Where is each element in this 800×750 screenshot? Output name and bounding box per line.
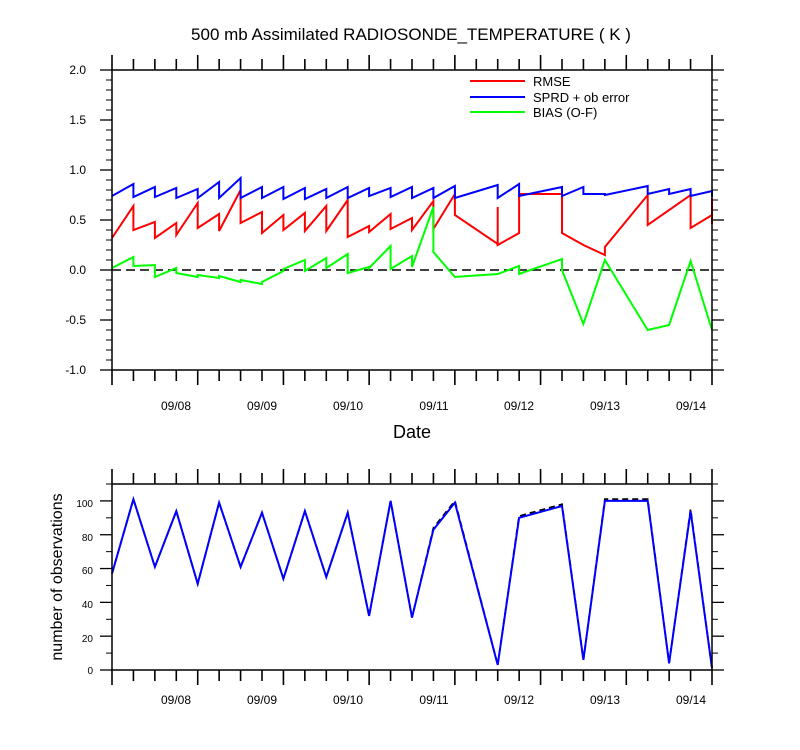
top-x-tick-label: 09/09 <box>247 399 277 413</box>
bottom-y-tick-label: 40 <box>82 600 94 611</box>
legend-label-rmse: RMSE <box>533 74 571 89</box>
top-x-tick-labels: 09/08 09/09 09/10 09/11 09/12 09/13 09/1… <box>161 399 706 413</box>
top-x-tick-label: 09/12 <box>504 399 534 413</box>
y-axis-label: number of observations <box>49 493 66 660</box>
top-y-tick-label: 0.0 <box>69 263 86 277</box>
legend-label-bias: BIAS (O-F) <box>533 105 597 120</box>
legend: RMSE SPRD + ob error BIAS (O-F) <box>470 74 630 120</box>
bottom-y-tick-label: 80 <box>82 533 94 544</box>
series-line-2 <box>111 206 713 332</box>
bottom-y-tick-label: 60 <box>82 566 94 577</box>
top-axis-ticks <box>100 55 724 385</box>
top-y-tick-label: 1.0 <box>69 163 86 177</box>
bottom-plot: 100 80 60 40 20 0 09/08 09/09 09/10 09/1… <box>49 469 724 707</box>
bottom-x-tick-label: 09/08 <box>161 693 191 707</box>
bottom-y-tick-label: 0 <box>87 666 93 677</box>
top-plot-frame <box>111 69 713 371</box>
top-x-tick-label: 09/11 <box>419 399 448 413</box>
top-y-tick-label: 1.5 <box>69 113 86 127</box>
top-series-group <box>111 175 713 332</box>
series-line-0 <box>111 496 713 669</box>
bottom-x-tick-label: 09/09 <box>247 693 277 707</box>
top-y-tick-label: 0.5 <box>69 213 86 227</box>
series-line-1 <box>111 495 713 669</box>
top-plot: 2.0 1.5 1.0 0.5 0.0 -0.5 -1.0 09/08 09/0… <box>65 55 724 442</box>
chart-title: 500 mb Assimilated RADIOSONDE_TEMPERATUR… <box>191 25 631 44</box>
legend-label-sprd: SPRD + ob error <box>533 90 630 105</box>
bottom-x-tick-label: 09/12 <box>504 693 534 707</box>
top-x-tick-label: 09/08 <box>161 399 191 413</box>
top-y-tick-label: -0.5 <box>65 313 86 327</box>
bottom-axis-ticks <box>100 469 724 685</box>
bottom-x-tick-label: 09/14 <box>676 693 706 707</box>
top-y-tick-label: 2.0 <box>69 63 86 77</box>
top-x-tick-label: 09/10 <box>333 399 363 413</box>
top-y-tick-labels: 2.0 1.5 1.0 0.5 0.0 -0.5 -1.0 <box>65 63 86 377</box>
series-line-0 <box>111 189 713 257</box>
bottom-y-tick-label: 100 <box>76 499 93 510</box>
x-axis-label: Date <box>393 422 431 442</box>
bottom-y-tick-labels: 100 80 60 40 20 0 <box>76 499 93 677</box>
top-x-tick-label: 09/14 <box>676 399 706 413</box>
top-y-tick-label: -1.0 <box>65 363 86 377</box>
bottom-series-group <box>111 495 713 669</box>
bottom-y-tick-label: 20 <box>82 634 94 645</box>
bottom-x-tick-label: 09/10 <box>333 693 363 707</box>
bottom-x-tick-labels: 09/08 09/09 09/10 09/11 09/12 09/13 09/1… <box>161 693 706 707</box>
bottom-plot-frame <box>111 483 713 671</box>
bottom-x-tick-label: 09/13 <box>590 693 620 707</box>
bottom-x-tick-label: 09/11 <box>419 693 448 707</box>
top-x-tick-label: 09/13 <box>590 399 620 413</box>
series-line-1 <box>111 175 713 201</box>
